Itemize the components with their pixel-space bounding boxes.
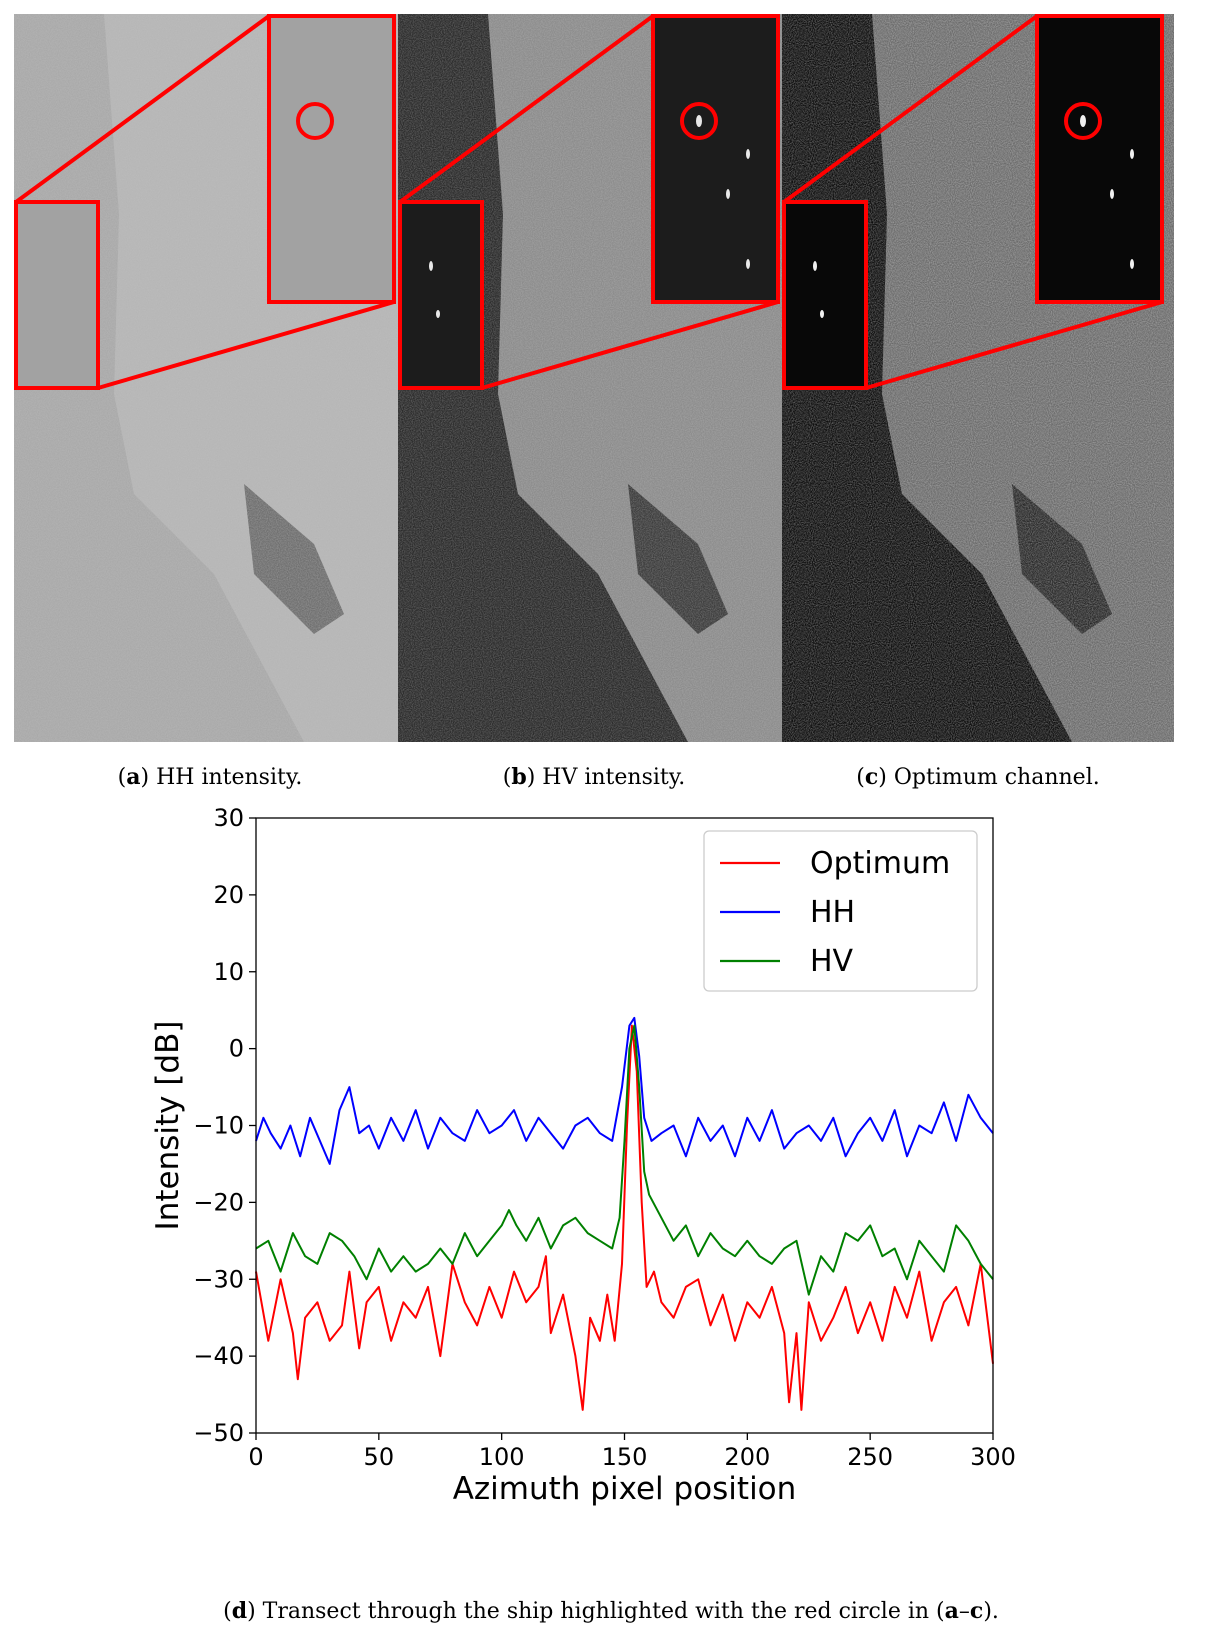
y-tick-label: 0 bbox=[229, 1035, 244, 1063]
y-tick-label: −20 bbox=[193, 1188, 244, 1216]
x-tick-label: 300 bbox=[970, 1443, 1016, 1471]
panel-b-hv-image bbox=[398, 14, 790, 742]
legend-label-hh: HH bbox=[810, 895, 855, 930]
caption-c: (c) Optimum channel. bbox=[856, 764, 1100, 790]
x-tick-label: 50 bbox=[364, 1443, 395, 1471]
legend-label-optimum: Optimum bbox=[810, 846, 950, 881]
x-tick-label: 0 bbox=[248, 1443, 263, 1471]
ship-circle bbox=[296, 102, 334, 140]
x-tick-label: 150 bbox=[602, 1443, 648, 1471]
y-axis-label: Intensity [dB] bbox=[150, 1021, 186, 1231]
x-tick-label: 250 bbox=[847, 1443, 893, 1471]
legend-box bbox=[703, 830, 978, 992]
ship-circle bbox=[680, 102, 718, 140]
x-tick-label: 100 bbox=[479, 1443, 525, 1471]
y-tick-label: 30 bbox=[213, 804, 244, 832]
y-tick-label: −50 bbox=[193, 1419, 244, 1447]
y-tick-label: 20 bbox=[213, 881, 244, 909]
series-line-hh bbox=[255, 1016, 994, 1165]
panel-a-hh-image bbox=[14, 14, 406, 742]
x-axis-label: Azimuth pixel position bbox=[453, 1471, 797, 1507]
panel-c-optimum-image bbox=[782, 14, 1174, 742]
zoom-highlight bbox=[14, 14, 396, 390]
caption-d: (d) Transect through the ship highlighte… bbox=[223, 1598, 999, 1624]
y-tick-label: −10 bbox=[193, 1112, 244, 1140]
zoom-highlight bbox=[782, 14, 1164, 390]
series-line-hv bbox=[255, 1024, 994, 1296]
y-tick-label: −40 bbox=[193, 1342, 244, 1370]
zoom-highlight bbox=[398, 14, 780, 390]
y-tick-label: −30 bbox=[193, 1265, 244, 1293]
series-line-optimum bbox=[255, 1024, 994, 1411]
transect-chart: 0 50 100 150 200 250 300 30 20 10 0 −10 −20 −30 −40 −50… bbox=[0, 804, 1222, 1570]
legend-label-hv: HV bbox=[810, 944, 854, 979]
x-tick-label: 200 bbox=[724, 1443, 770, 1471]
ship-circle bbox=[1064, 102, 1102, 140]
y-tick-label: 10 bbox=[213, 958, 244, 986]
caption-b: (b) HV intensity. bbox=[502, 764, 686, 790]
caption-a: (a) HH intensity. bbox=[117, 764, 303, 790]
